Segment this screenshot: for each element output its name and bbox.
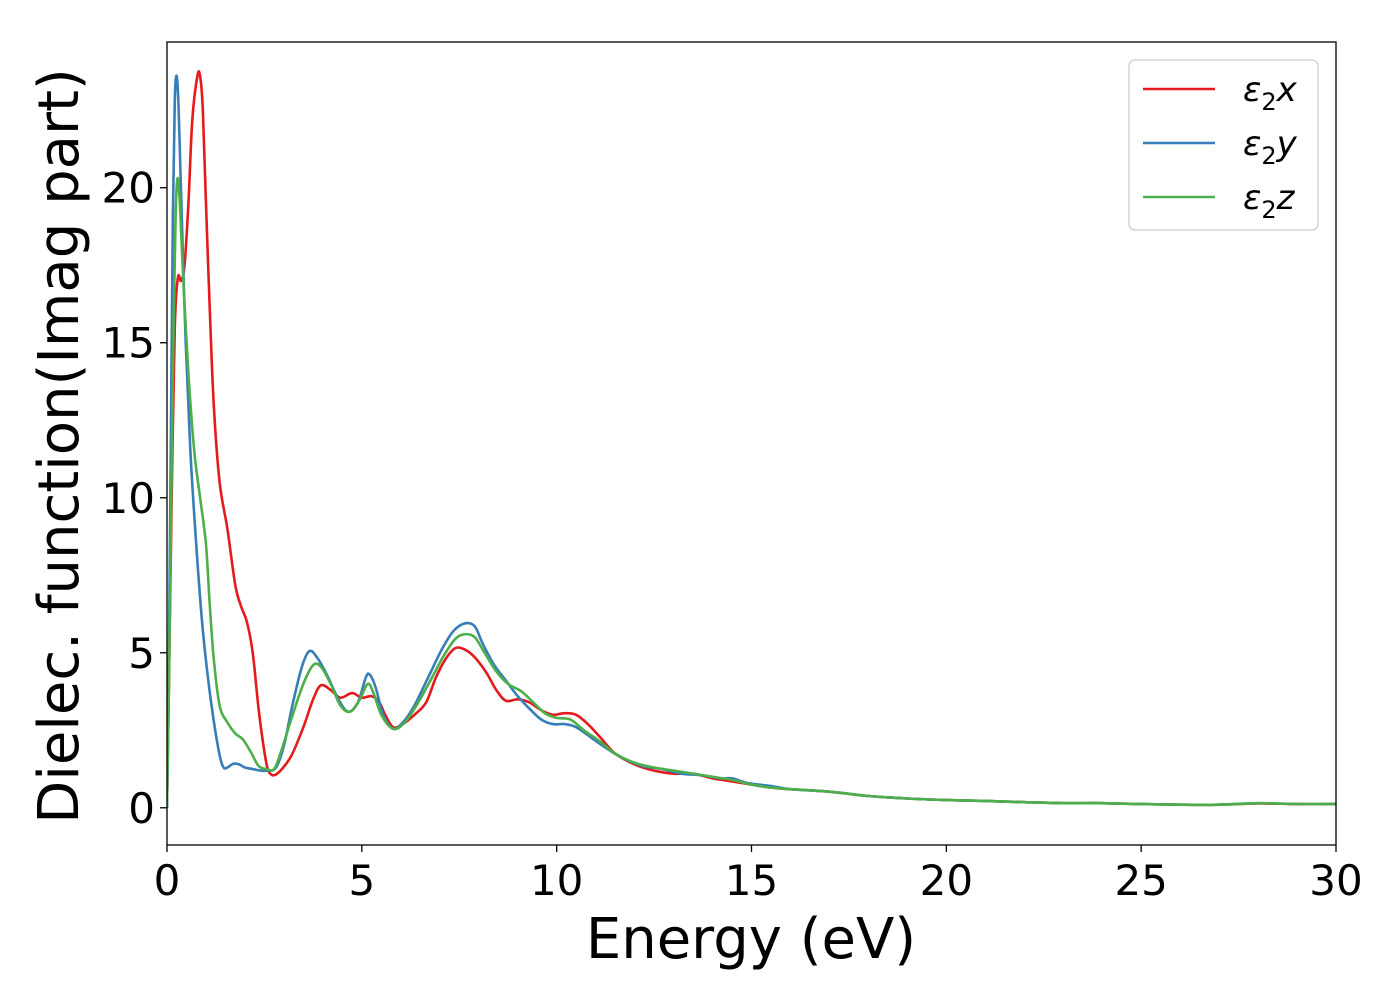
x-tick-label: 20 xyxy=(920,856,973,905)
y-tick-label: 10 xyxy=(102,474,155,523)
x-tick-label: 10 xyxy=(530,856,583,905)
x-tick-label: 30 xyxy=(1309,856,1362,905)
x-axis-label: Energy (eV) xyxy=(586,907,916,972)
y-axis-label: Dielec. function(Imag part) xyxy=(27,68,92,824)
y-tick-label: 20 xyxy=(102,164,155,213)
legend-label-z: ε2z xyxy=(1243,178,1296,224)
y-tick-label: 5 xyxy=(128,629,155,678)
y-tick-label: 15 xyxy=(102,319,155,368)
tick-layer: 0 5 10 15 20 25 30 0 5 10 15 20 xyxy=(102,164,1363,905)
y-tick-label: 0 xyxy=(128,784,155,833)
x-tick-label: 25 xyxy=(1114,856,1167,905)
series-line-z xyxy=(167,176,1336,808)
x-tick-label: 5 xyxy=(348,856,375,905)
series-layer xyxy=(167,69,1336,808)
x-tick-label: 15 xyxy=(725,856,778,905)
legend: ε2x ε2y ε2z xyxy=(1128,59,1319,231)
x-tick-label: 0 xyxy=(154,856,181,905)
legend-label-y: ε2y xyxy=(1243,124,1298,170)
legend-box xyxy=(1128,59,1319,231)
legend-label-x: ε2x xyxy=(1243,70,1298,116)
